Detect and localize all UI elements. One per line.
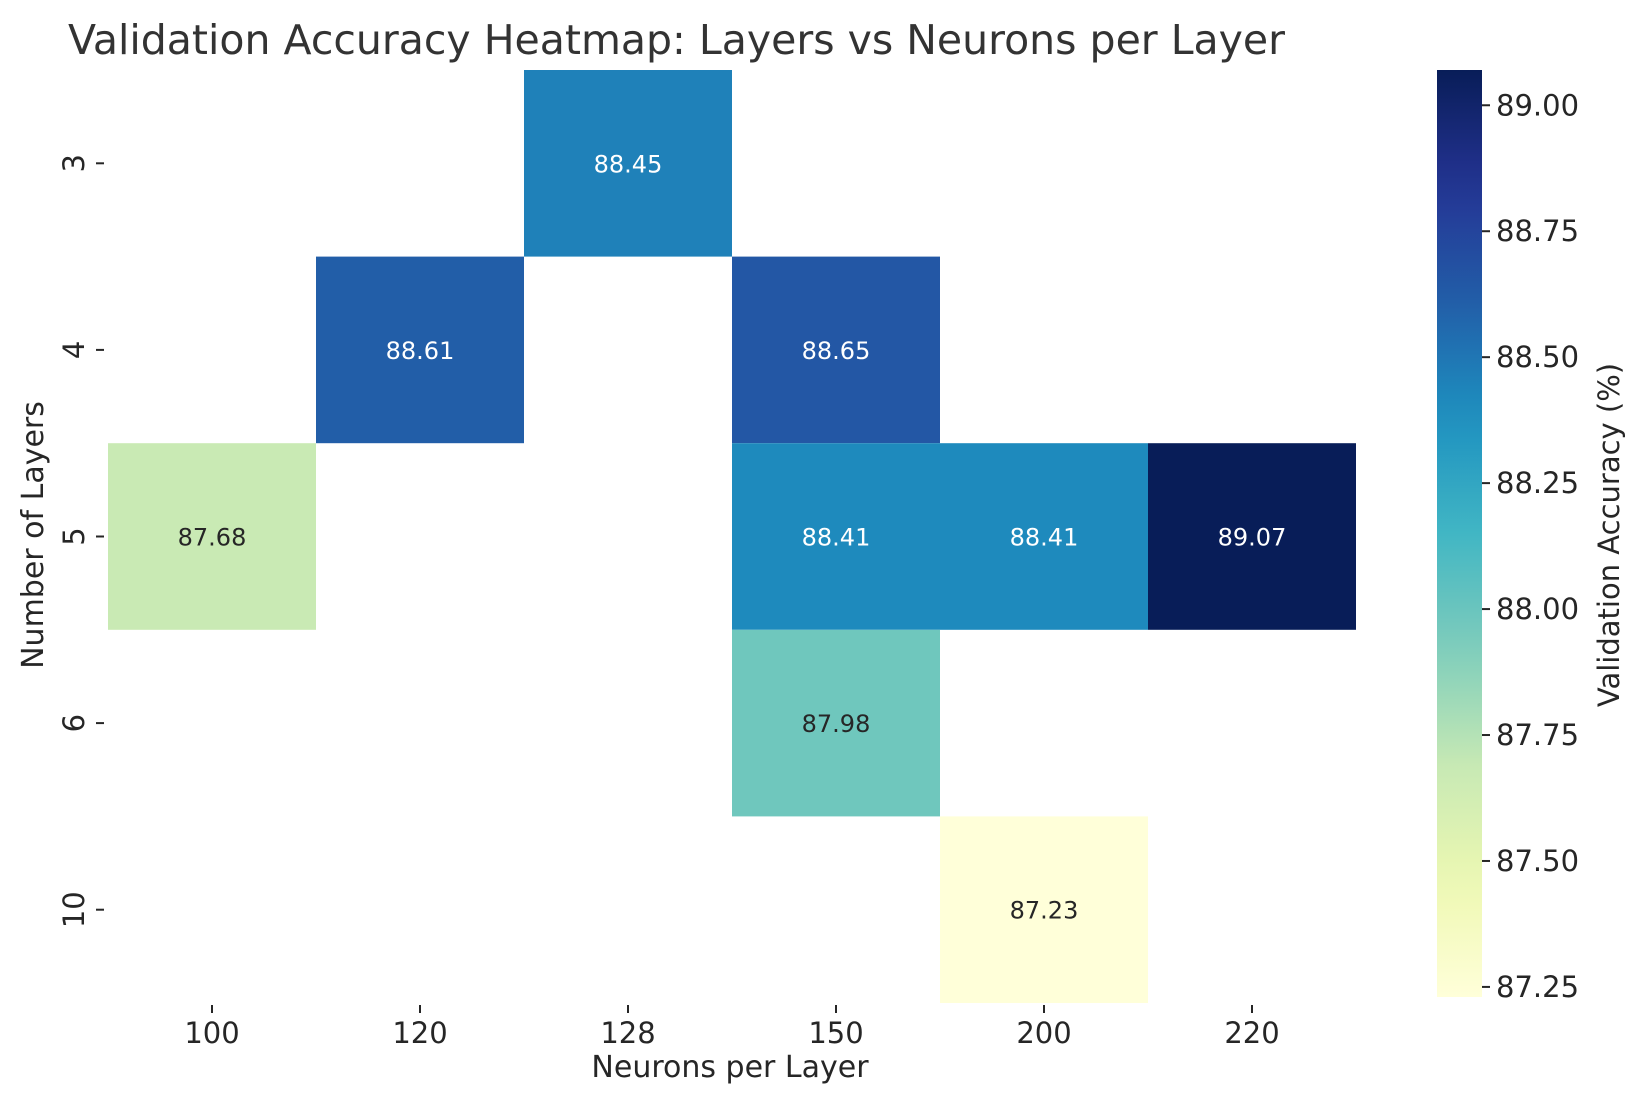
heatmap-cell — [108, 443, 316, 630]
x-tick-label: 150 — [808, 1016, 863, 1050]
chart-title: Validation Accuracy Heatmap: Layers vs N… — [68, 16, 1285, 64]
colorbar-tick-label: 88.75 — [1496, 214, 1579, 248]
cell-value-label: 87.23 — [1010, 897, 1079, 925]
cell-value-label: 88.61 — [386, 337, 455, 365]
y-tick-label: 6 — [57, 714, 91, 732]
x-tick-label: 100 — [184, 1016, 239, 1050]
cell-value-label: 88.41 — [802, 524, 871, 552]
heatmap-cell — [524, 70, 732, 257]
colorbar-tick-label: 88.50 — [1496, 340, 1579, 374]
y-tick-label: 4 — [57, 341, 91, 359]
heatmap-cell — [1148, 443, 1356, 630]
heatmap-cell — [940, 816, 1148, 1003]
x-tick-label: 120 — [392, 1016, 447, 1050]
cell-value-label: 88.45 — [594, 150, 663, 178]
cell-value-label: 88.41 — [1010, 524, 1079, 552]
cell-value-label: 89.07 — [1218, 524, 1287, 552]
y-axis-label: Number of Layers — [16, 401, 51, 669]
y-axis: 3 4 5 6 10 — [57, 154, 104, 928]
x-axis-label: Neurons per Layer — [591, 1050, 869, 1085]
colorbar-gradient — [1437, 70, 1482, 997]
colorbar-tick-label: 87.25 — [1496, 970, 1579, 1004]
heatmap-cell — [732, 629, 940, 817]
colorbar-tick-label: 89.00 — [1496, 88, 1579, 122]
heatmap-cell — [940, 443, 1148, 630]
heatmap-cell — [732, 443, 940, 630]
cell-value-label: 87.98 — [802, 710, 871, 738]
colorbar: 87.25 87.50 87.75 88.00 88.25 88.50 88.75 89.00 — [1437, 70, 1579, 1004]
y-tick-label: 3 — [57, 154, 91, 172]
colorbar-tick-label: 87.75 — [1496, 718, 1579, 752]
heatmap-cells: 88.45 88.61 88.65 87.68 88.41 88.41 89.07 87.98… — [108, 70, 1356, 1003]
colorbar-tick-label: 88.00 — [1496, 592, 1579, 626]
x-tick-label: 220 — [1224, 1016, 1279, 1050]
x-axis: 100 120 128 150 200 220 — [184, 1005, 1280, 1050]
colorbar-tick-label: 88.25 — [1496, 466, 1579, 500]
cell-value-label: 87.68 — [178, 524, 247, 552]
colorbar-label: Validation Accuracy (%) — [1592, 363, 1626, 707]
y-tick-label: 10 — [57, 891, 91, 928]
heatmap-cell — [732, 256, 940, 444]
colorbar-tick-label: 87.50 — [1496, 844, 1579, 878]
y-tick-label: 5 — [57, 527, 91, 545]
cell-value-label: 88.65 — [802, 337, 871, 365]
x-tick-label: 128 — [600, 1016, 655, 1050]
x-tick-label: 200 — [1016, 1016, 1071, 1050]
heatmap-cell — [316, 256, 524, 444]
